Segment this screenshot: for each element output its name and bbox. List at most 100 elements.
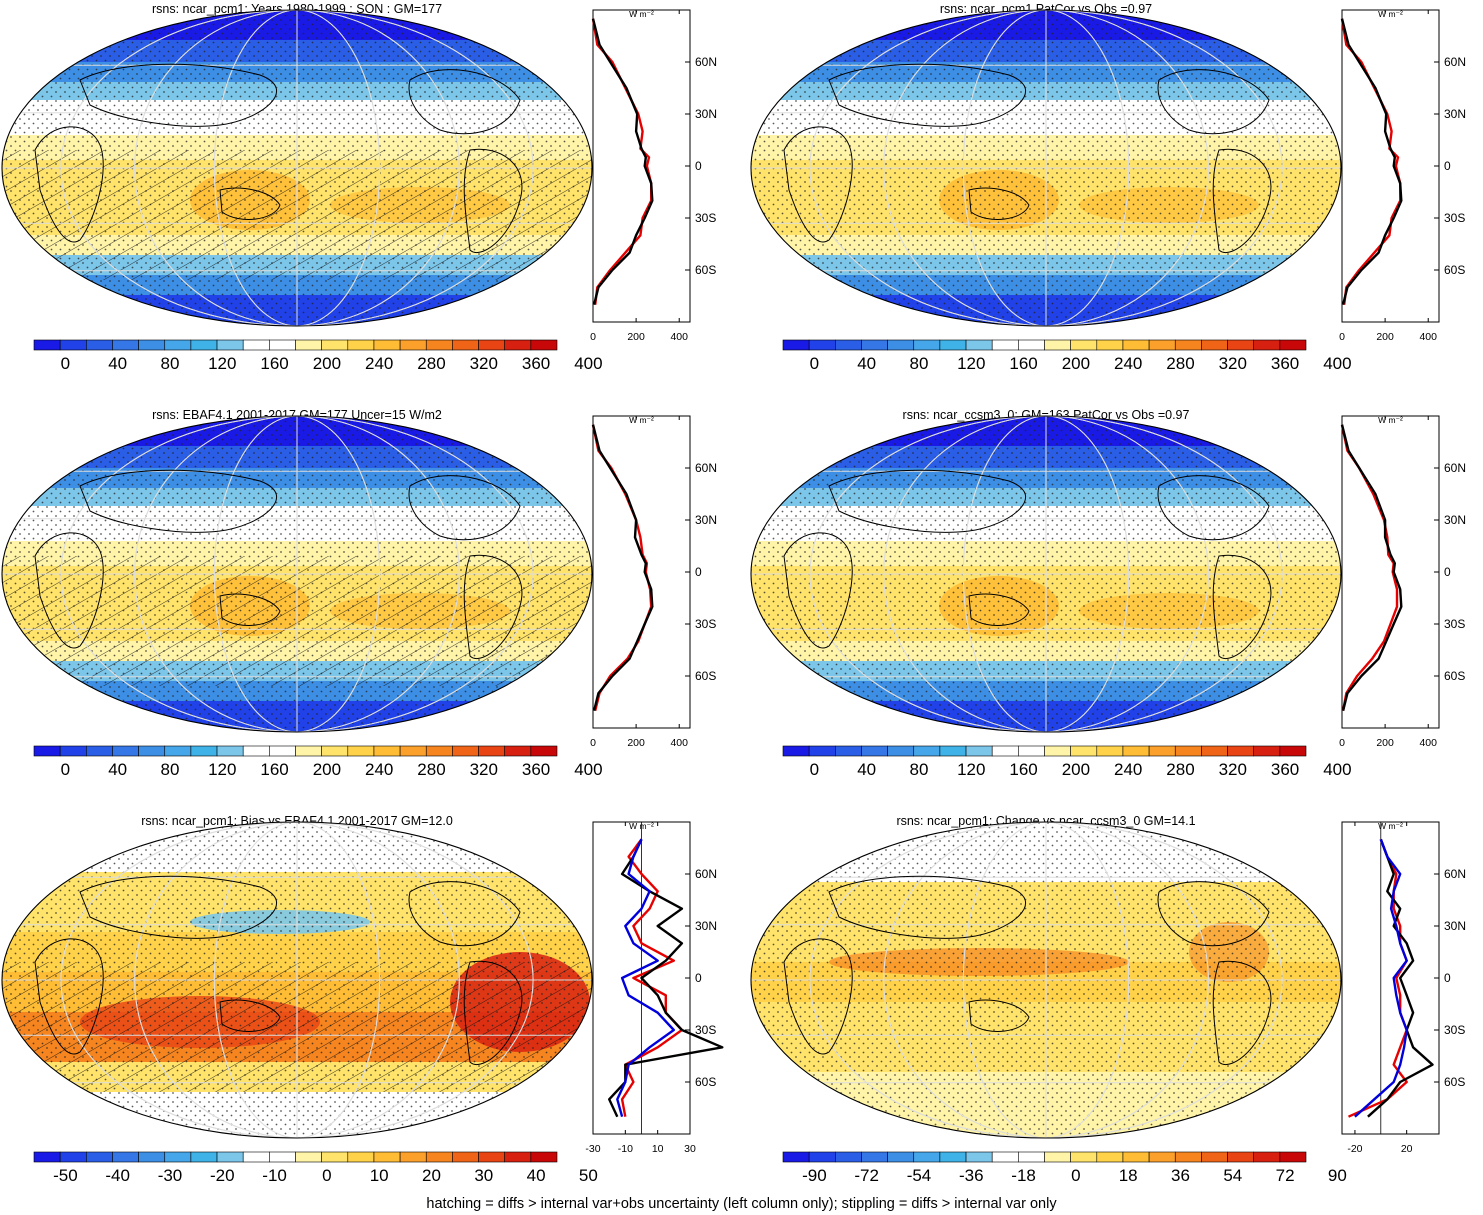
coastline	[1157, 475, 1270, 541]
profile-unit: W m⁻²	[629, 9, 654, 19]
profile-xtick-label: 400	[1419, 331, 1437, 343]
colorbar-label: 0	[1071, 1166, 1080, 1185]
colorbar-swatch	[504, 339, 532, 351]
map-area	[751, 416, 1341, 732]
colorbar-swatch	[1018, 1151, 1045, 1163]
colorbar-label: 80	[910, 354, 929, 373]
coastline	[828, 63, 1026, 127]
panel-change: rsns: ncar_pcm1: Change vs ncar_ccsm3_0 …	[750, 814, 1466, 1185]
stippling	[751, 416, 1341, 732]
profile-ytick-label: 0	[1444, 159, 1451, 173]
colorbar-label: -72	[854, 1166, 879, 1185]
colorbar-swatch	[808, 339, 836, 351]
colorbar-swatch	[425, 745, 453, 757]
colorbar-label: 240	[1114, 354, 1142, 373]
colorbar-label: 240	[365, 760, 393, 779]
colorbar-swatch	[965, 1151, 993, 1163]
colorbar-swatch	[1044, 1151, 1071, 1163]
map-outline	[1, 415, 593, 733]
colorbar-swatch	[86, 745, 113, 757]
colorbar-swatch	[164, 1151, 192, 1163]
profile-xtick-label: 10	[652, 1143, 664, 1155]
colorbar-label: 40	[857, 354, 876, 373]
stippling	[751, 822, 1341, 1138]
profile-series-line	[616, 838, 675, 1118]
hatching	[2, 556, 592, 686]
colorbar: 0 40 80 120 160 200 240 280 320 360 400	[33, 745, 603, 779]
colorbar-swatch	[242, 1151, 270, 1163]
colorbar-swatch	[1096, 339, 1124, 351]
hatching	[2, 962, 592, 1092]
colorbar-swatch	[425, 339, 453, 351]
colorbar-label: 160	[1009, 354, 1037, 373]
colorbar-swatch	[1174, 745, 1202, 757]
coastline	[408, 881, 521, 947]
profile-xtick-label: 0	[1339, 331, 1345, 343]
profile-xtick-label: -20	[1347, 1143, 1362, 1155]
colorbar-swatch	[33, 339, 61, 351]
profile-xtick-label: 0	[1339, 737, 1345, 749]
colorbar-swatch	[86, 339, 113, 351]
colorbar-swatch	[295, 745, 322, 757]
zonal-profile: W m⁻² 0 200 400 60N 30N 0 30S 60S	[590, 9, 717, 343]
colorbar-swatch	[1070, 745, 1098, 757]
colorbar-swatch	[808, 745, 836, 757]
profile-frame	[1341, 821, 1440, 1135]
colorbar-label: 120	[208, 760, 236, 779]
coastline	[968, 999, 1030, 1032]
colorbar-label: 40	[527, 1166, 546, 1185]
panel-title: rsns: ncar_ccsm3_0: GM=163 PatCor vs Obs…	[903, 408, 1190, 422]
coastline	[783, 532, 853, 649]
colorbar-swatch	[861, 339, 888, 351]
colorbar-swatch	[530, 339, 558, 351]
profile-xtick-label: -30	[585, 1143, 600, 1155]
colorbar-swatch	[913, 1151, 941, 1163]
colorbar-swatch	[1227, 745, 1254, 757]
colorbar-swatch	[1201, 745, 1228, 757]
colorbar-swatch	[478, 1151, 505, 1163]
coastline	[34, 532, 104, 649]
profile-unit: W m⁻²	[1378, 821, 1403, 831]
profile-xtick-label: 30	[684, 1143, 696, 1155]
colorbar-label: -36	[959, 1166, 984, 1185]
colorbar-label: 0	[810, 760, 819, 779]
colorbar-label: -90	[802, 1166, 827, 1185]
colorbar-swatch	[1253, 1151, 1281, 1163]
profile-ytick-label: 30N	[695, 107, 717, 121]
coastline	[968, 187, 1030, 220]
profile-ytick-label: 60N	[695, 461, 717, 475]
profile-ytick-label: 0	[695, 159, 702, 173]
colorbar-label: 400	[574, 760, 602, 779]
colorbar-swatch	[965, 339, 993, 351]
coastline	[408, 475, 521, 541]
colorbar-label: 18	[1119, 1166, 1138, 1185]
profile-ytick-label: 60N	[1444, 867, 1466, 881]
profile-series-line	[1367, 838, 1434, 1118]
colorbar-label: 40	[108, 354, 127, 373]
coastline	[463, 960, 523, 1065]
colorbar-label: -18	[1011, 1166, 1036, 1185]
colorbar-label: 200	[313, 354, 341, 373]
colorbar-swatch	[321, 745, 349, 757]
colorbar-swatch	[991, 1151, 1019, 1163]
colorbar-swatch	[835, 1151, 862, 1163]
stippling	[751, 10, 1341, 326]
colorbar-swatch	[112, 1151, 139, 1163]
panel-model-son: rsns: ncar_pcm1: Years 1980-1999 : SON :…	[1, 2, 717, 373]
coastline	[463, 554, 523, 659]
colorbar-label: 0	[61, 354, 70, 373]
profile-xtick-label: 20	[1401, 1143, 1413, 1155]
profile-xtick-label: 400	[670, 737, 688, 749]
profile-xtick-label: -10	[618, 1143, 633, 1155]
colorbar-swatch	[782, 745, 810, 757]
colorbar-swatch	[138, 339, 166, 351]
colorbar-label: 120	[957, 760, 985, 779]
coastline	[219, 187, 281, 220]
coastline	[34, 938, 104, 1055]
colorbar-swatch	[835, 745, 862, 757]
colorbar-swatch	[782, 339, 810, 351]
colorbar-swatch	[939, 339, 967, 351]
colorbar-label: 20	[422, 1166, 441, 1185]
profile-ytick-label: 0	[1444, 565, 1451, 579]
colorbar-label: 320	[470, 760, 498, 779]
